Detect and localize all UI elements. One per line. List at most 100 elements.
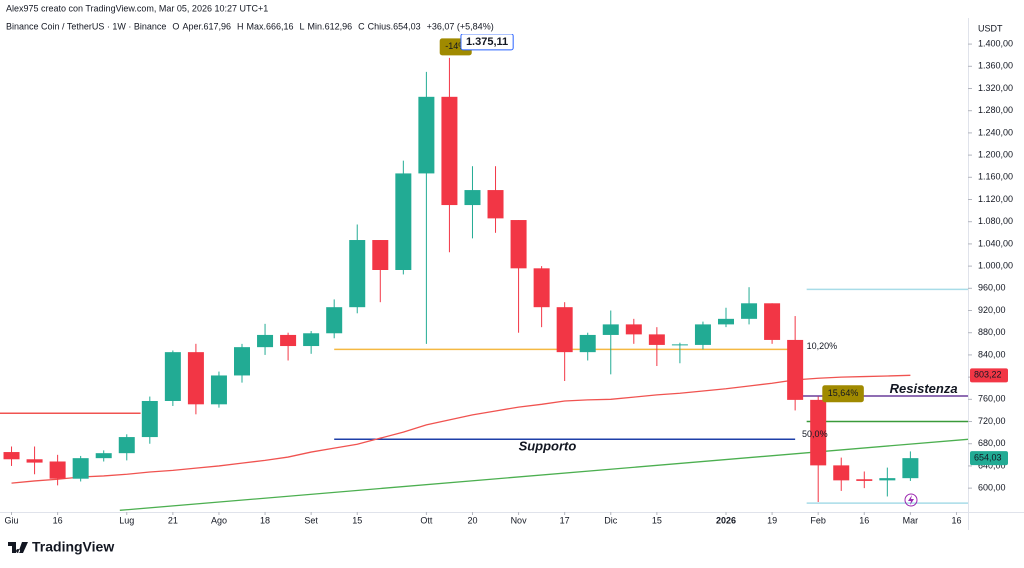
annotation-text: 15,64%	[828, 388, 859, 398]
annotation-text: Supporto	[519, 438, 577, 453]
y-tick-label: 1.400,00	[978, 38, 1013, 48]
candle-body	[280, 334, 297, 347]
candle-body	[533, 268, 550, 308]
currency: USDT	[978, 23, 1003, 33]
legend: Binance Coin / TetherUS · 1W · Binance O A…	[6, 21, 494, 31]
brand-logo	[8, 542, 28, 553]
x-tick-label: Dic	[604, 515, 617, 525]
candle-body	[856, 479, 873, 481]
annotation: 15,64%	[822, 385, 864, 403]
candle-body	[625, 324, 642, 335]
candle-body	[72, 458, 89, 479]
candle-body	[487, 190, 504, 219]
legend-text: H	[237, 21, 244, 31]
alert-icon	[904, 493, 918, 507]
candle-body	[95, 453, 112, 459]
candle-body	[187, 352, 204, 405]
candle-body	[902, 458, 919, 479]
x-tick-label: 16	[53, 515, 63, 525]
candle-body	[833, 465, 850, 481]
alert-bolt	[908, 495, 914, 505]
y-tick-label: 640,00	[978, 460, 1006, 470]
annotation-text: 10,20%	[807, 341, 838, 351]
candle-body	[879, 478, 896, 481]
y-tick-label: 1.040,00	[978, 238, 1013, 248]
annotation-text: -14%	[445, 41, 466, 51]
x-tick-label: 16	[859, 515, 869, 525]
candle-body	[26, 459, 43, 463]
price-tag-label: 803,22	[974, 370, 1002, 380]
y-tick-label: 1.360,00	[978, 61, 1013, 71]
candle-body	[418, 96, 435, 174]
candle-body	[764, 303, 781, 340]
y-tick-label: 1.240,00	[978, 127, 1013, 137]
y-tick-label: 880,00	[978, 327, 1006, 337]
candle-body	[648, 334, 665, 345]
x-tick-label: Ago	[211, 515, 227, 525]
candle-body	[210, 375, 227, 405]
legend-text: Max.	[246, 21, 266, 31]
candle-body	[787, 339, 804, 400]
candle-body	[326, 307, 343, 334]
x-tick-label: Ott	[420, 515, 433, 525]
candle-body	[372, 240, 389, 270]
legend-text: 617,96	[203, 21, 231, 31]
legend-text: Binance Coin / TetherUS · 1W · Binance	[6, 21, 166, 31]
candle-body	[579, 334, 596, 353]
axes: 600,00640,00680,00720,00760,00800,00840,…	[5, 38, 1014, 525]
x-tick-label: 20	[467, 515, 477, 525]
legend-text: +36,07 (+5,84%)	[427, 21, 494, 31]
y-tick-label: 720,00	[978, 416, 1006, 426]
candle-body	[718, 318, 734, 325]
candle-body	[164, 352, 181, 401]
legend-text: Chius.	[368, 21, 394, 31]
x-tick-label: 21	[168, 515, 178, 525]
candle-body	[118, 437, 135, 454]
annotation-text: 1.375,11	[466, 36, 508, 48]
y-tick-label: 680,00	[978, 438, 1006, 448]
candle-body	[810, 399, 827, 466]
candle-body	[303, 333, 320, 347]
candle-body	[671, 344, 688, 346]
candle-body	[602, 324, 619, 335]
x-tick-label: 2026	[716, 515, 736, 525]
x-tick-label: Lug	[119, 515, 134, 525]
legend-text: L	[300, 21, 305, 31]
candle-body	[510, 220, 527, 269]
x-tick-label: 18	[260, 515, 270, 525]
x-tick-label: 15	[652, 515, 662, 525]
annotation-box	[460, 34, 514, 51]
legend-text: 654,03	[393, 21, 421, 31]
x-tick-label: Set	[304, 515, 318, 525]
legend-text: 666,16	[266, 21, 294, 31]
x-tick-label: Mar	[903, 515, 919, 525]
y-tick-label: 1.280,00	[978, 105, 1013, 115]
x-tick-label: Giu	[5, 515, 19, 525]
annotation: 1.375,11	[460, 34, 514, 51]
candle-body	[556, 307, 573, 353]
x-tick-label: 16	[951, 515, 961, 525]
candle-body	[141, 400, 158, 438]
y-tick-label: 960,00	[978, 283, 1006, 293]
y-tick-label: 1.200,00	[978, 149, 1013, 159]
candle-body	[257, 334, 274, 348]
legend-text: Aper.	[182, 21, 203, 31]
moving-average	[11, 374, 911, 484]
candle-body	[441, 96, 458, 206]
y-tick-label: 920,00	[978, 305, 1006, 315]
annotation-box	[822, 385, 864, 403]
candle-body	[349, 240, 366, 308]
candle-body	[464, 190, 481, 206]
y-tick-label: 1.000,00	[978, 260, 1013, 270]
candle-body	[741, 303, 758, 319]
x-tick-label: Nov	[511, 515, 528, 525]
legend-text: Min.	[308, 21, 325, 31]
y-tick-label: 1.080,00	[978, 216, 1013, 226]
brand: TradingView	[32, 539, 114, 555]
annotation-text: 50,0%	[802, 429, 828, 439]
x-tick-label: 15	[352, 515, 362, 525]
candle-body	[395, 173, 412, 270]
legend-text: C	[358, 21, 365, 31]
